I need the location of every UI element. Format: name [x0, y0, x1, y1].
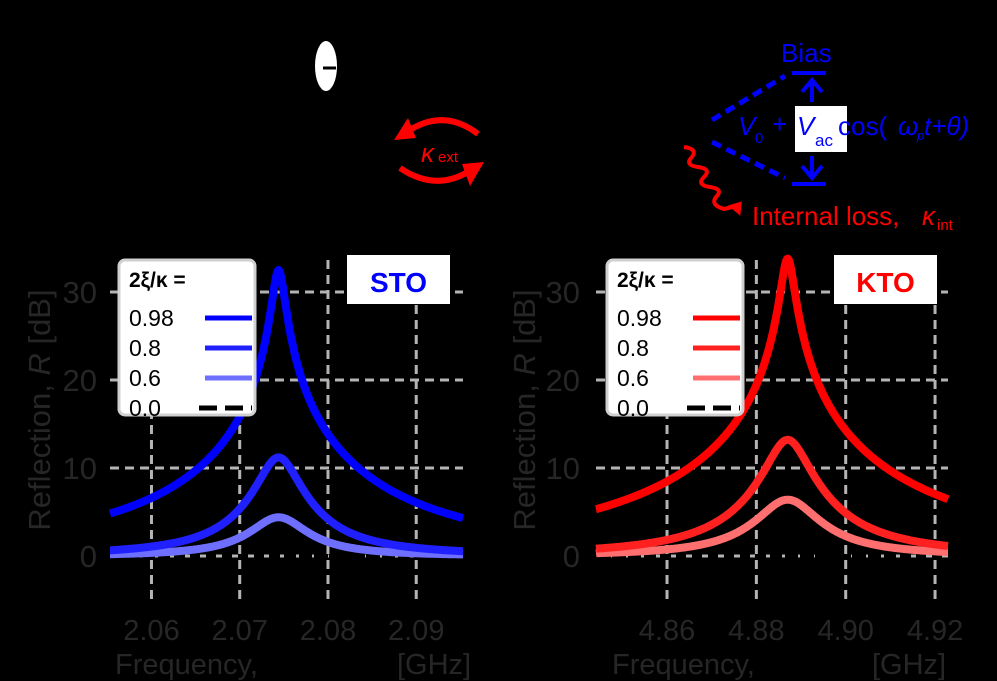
- legend-label: 0.0: [617, 395, 649, 421]
- y-tick-label: 30: [63, 275, 97, 310]
- y-tick-label: 20: [63, 363, 97, 398]
- legend-title: 2ξ/κ =: [129, 269, 186, 292]
- svg-text:ω: ω: [898, 111, 918, 141]
- material-label-box: [347, 255, 450, 304]
- svg-text:cos(: cos(: [838, 111, 887, 141]
- y-tick-label: 30: [546, 275, 580, 310]
- legend-label: 0.6: [129, 365, 161, 391]
- svg-text:0: 0: [755, 130, 763, 147]
- kappa-ext-symbol: κ: [421, 138, 436, 168]
- arrow-down-icon: [800, 164, 824, 182]
- internal-loss-label: Internal loss,: [752, 201, 899, 231]
- x-tick-label: 4.88: [728, 615, 784, 647]
- chart-panel-kto: 0 10 20 30 4.86 4.88 4.90 4.92 Frequency, [GHz] Re…: [507, 254, 963, 681]
- x-tick-label: 2.07: [212, 615, 268, 647]
- material-label: STO: [370, 267, 427, 298]
- svg-text:V: V: [797, 111, 817, 141]
- bias-formula: V 0 + V ac cos( ω p t+θ): [738, 109, 969, 150]
- material-label: KTO: [856, 267, 915, 298]
- schematic-diagram: κ ext Bias V 0 + V ac cos( ω p t+θ) Inte…: [315, 38, 969, 234]
- legend-label: 0.98: [617, 305, 662, 331]
- legend-label: 0.8: [129, 335, 161, 361]
- kappa-ext-subscript: ext: [438, 149, 459, 166]
- legend-label: 0.98: [129, 305, 174, 331]
- internal-loss-arrowhead-icon: [728, 201, 742, 216]
- series-curve-0-6: [106, 513, 467, 559]
- series-curve-0-8: [592, 435, 952, 553]
- x-tick-label: 2.08: [300, 615, 356, 647]
- bias-dashed-line-top: [710, 73, 787, 123]
- legend-label: 0.0: [129, 395, 161, 421]
- y-tick-label: 10: [546, 451, 580, 486]
- y-axis-label: Reflection, R [dB]: [507, 289, 542, 530]
- x-axis-unit: [GHz]: [872, 649, 946, 681]
- series-curve-0-98: [106, 266, 467, 522]
- x-tick-label: 2.09: [388, 615, 444, 647]
- legend: 2ξ/κ = 0.98 0.8 0.6 0.0: [117, 258, 257, 421]
- x-axis-label: Frequency,: [612, 649, 755, 681]
- kappa-int-subscript: int: [937, 217, 954, 234]
- svg-text:t+θ): t+θ): [924, 111, 969, 141]
- data-curves: [592, 254, 952, 558]
- x-tick-label: 4.90: [817, 615, 873, 647]
- kappa-int-symbol: κ: [922, 201, 937, 231]
- legend-title: 2ξ/κ =: [617, 269, 674, 292]
- internal-loss-wavy-arrow-icon: [683, 145, 737, 212]
- legend-label: 0.6: [617, 365, 649, 391]
- x-axis-unit: [GHz]: [397, 649, 471, 681]
- series-curve-0-98: [592, 254, 952, 514]
- svg-text:ac: ac: [815, 131, 833, 150]
- arrow-up-icon: [800, 76, 824, 94]
- y-tick-label: 20: [546, 363, 580, 398]
- svg-text:+: +: [772, 109, 787, 139]
- svg-text:V: V: [738, 111, 758, 141]
- material-label-box: [834, 255, 937, 304]
- arrowhead-left-icon: [394, 118, 416, 140]
- chart-panel-sto: 0 10 20 30 2.06 2.07 2.08 2.09 Frequency, [GHz] Re…: [22, 255, 471, 681]
- series-curve-0-6: [592, 495, 952, 558]
- electron-icon: [315, 41, 337, 91]
- data-curves: [106, 266, 467, 559]
- y-axis-label: Reflection, R [dB]: [22, 289, 57, 530]
- y-tick-label: 0: [80, 539, 97, 574]
- x-tick-label: 2.06: [123, 615, 179, 647]
- bias-dashed-line-bottom: [710, 139, 787, 181]
- series-curve-0-8: [106, 453, 467, 556]
- svg-text:p: p: [916, 128, 924, 143]
- arrowhead-right-icon: [462, 162, 484, 186]
- legend: 2ξ/κ = 0.98 0.8 0.6 0.0: [605, 258, 745, 421]
- x-tick-label: 4.92: [907, 615, 963, 647]
- y-tick-label: 10: [63, 451, 97, 486]
- vac-highlight-box: [795, 106, 847, 152]
- legend-label: 0.8: [617, 335, 649, 361]
- x-axis-label: Frequency,: [115, 649, 258, 681]
- y-tick-label: 0: [563, 539, 580, 574]
- x-tick-label: 4.86: [639, 615, 695, 647]
- bias-label: Bias: [781, 38, 832, 68]
